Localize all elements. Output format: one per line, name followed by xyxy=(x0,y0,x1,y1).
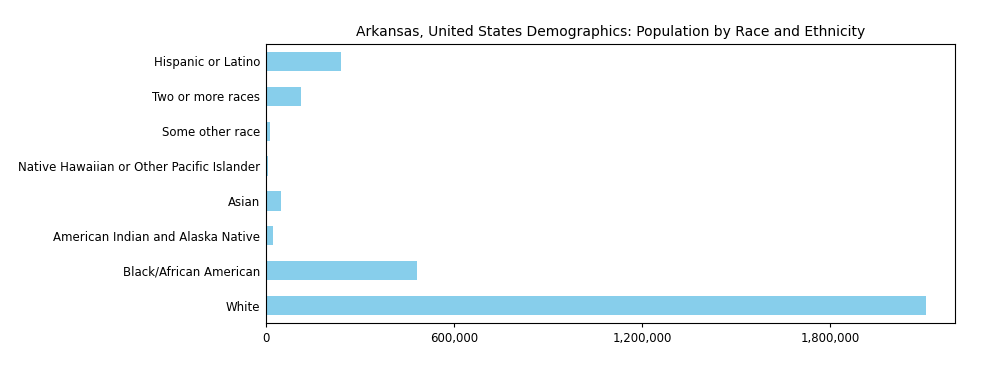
Bar xyxy=(266,52,341,71)
Bar xyxy=(266,87,301,106)
Bar xyxy=(266,121,270,141)
Bar xyxy=(266,226,273,246)
Bar xyxy=(266,191,281,211)
Bar xyxy=(266,296,926,315)
Bar xyxy=(266,261,417,280)
Title: Arkansas, United States Demographics: Population by Race and Ethnicity: Arkansas, United States Demographics: Po… xyxy=(356,25,866,39)
Bar xyxy=(266,156,268,176)
